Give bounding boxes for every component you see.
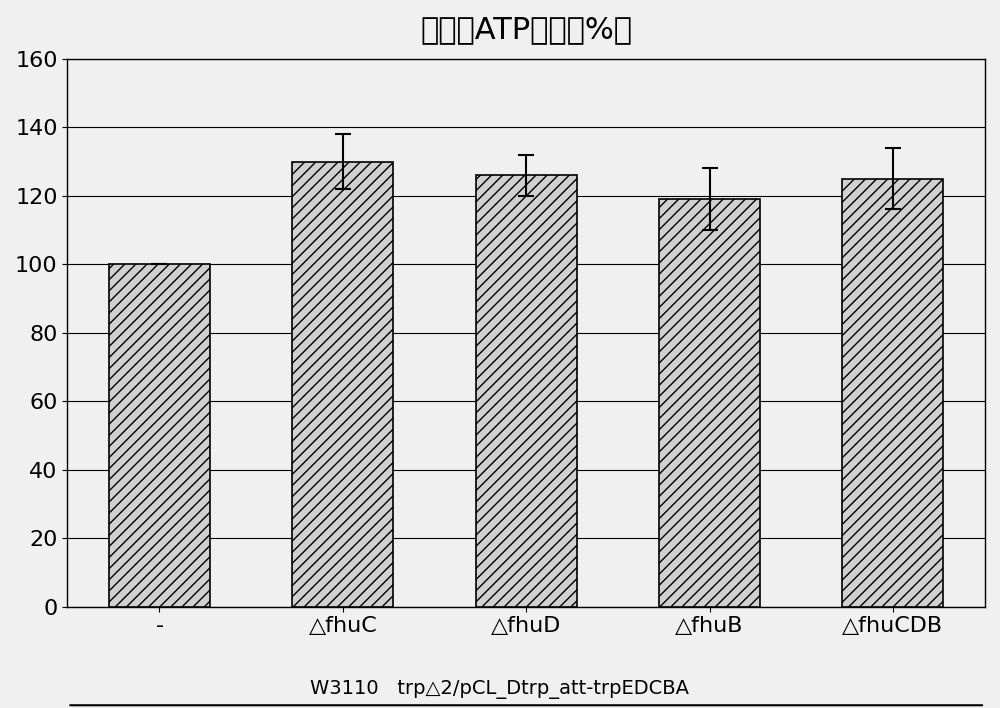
Bar	[292, 161, 393, 607]
Bar	[659, 199, 760, 607]
Title: 细胞内ATP水平（%）: 细胞内ATP水平（%）	[420, 15, 632, 44]
Bar	[476, 176, 577, 607]
Bar	[109, 264, 210, 607]
Text: W3110   trp△2/pCL_Dtrp_att-trpEDCBA: W3110 trp△2/pCL_Dtrp_att-trpEDCBA	[310, 680, 690, 699]
Bar	[842, 178, 943, 607]
